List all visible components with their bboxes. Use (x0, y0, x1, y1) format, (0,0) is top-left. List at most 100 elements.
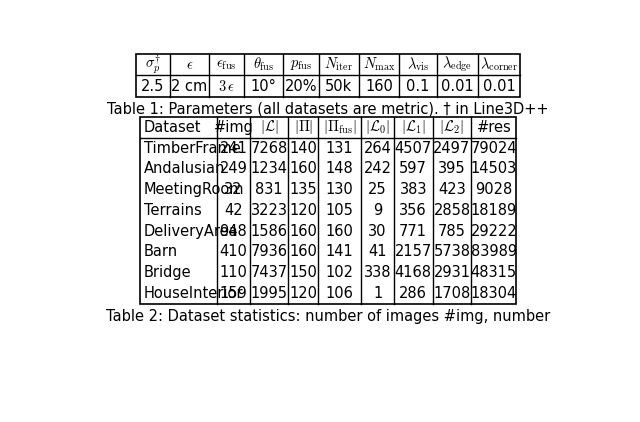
Text: 160: 160 (289, 224, 317, 239)
Text: $3\,\epsilon$: $3\,\epsilon$ (218, 78, 235, 94)
Text: $N_{\mathrm{iter}}$: $N_{\mathrm{iter}}$ (324, 56, 353, 73)
Text: $p_{\mathrm{fus}}$: $p_{\mathrm{fus}}$ (290, 57, 312, 72)
Text: 4507: 4507 (395, 141, 432, 156)
Text: 120: 120 (289, 286, 317, 301)
Text: 286: 286 (399, 286, 427, 301)
Text: 160: 160 (289, 244, 317, 260)
Text: HouseInterior: HouseInterior (143, 286, 243, 301)
Text: 1234: 1234 (251, 161, 287, 176)
Text: $|\mathcal{L}_1|$: $|\mathcal{L}_1|$ (401, 118, 426, 136)
Text: 0.1: 0.1 (406, 78, 429, 94)
Text: 241: 241 (220, 141, 248, 156)
Text: $N_{\mathrm{max}}$: $N_{\mathrm{max}}$ (363, 56, 396, 73)
Text: 423: 423 (438, 182, 466, 197)
Text: 10°: 10° (251, 78, 276, 94)
Text: 1586: 1586 (251, 224, 287, 239)
Text: $|\Pi_{\mathrm{fus}}|$: $|\Pi_{\mathrm{fus}}|$ (323, 118, 356, 136)
Text: 135: 135 (289, 182, 317, 197)
Text: 41: 41 (369, 244, 387, 260)
Text: Bridge: Bridge (143, 265, 191, 280)
Text: 383: 383 (399, 182, 427, 197)
Text: $\lambda_{\mathrm{edge}}$: $\lambda_{\mathrm{edge}}$ (442, 55, 472, 74)
Text: 120: 120 (289, 203, 317, 218)
Text: 30: 30 (369, 224, 387, 239)
Text: 106: 106 (326, 286, 353, 301)
Text: 1708: 1708 (433, 286, 470, 301)
Text: 9028: 9028 (476, 182, 513, 197)
Text: $|\mathcal{L}|$: $|\mathcal{L}|$ (260, 118, 278, 136)
Text: 2497: 2497 (433, 141, 470, 156)
Text: 2931: 2931 (433, 265, 470, 280)
Text: 160: 160 (326, 224, 353, 239)
Text: 338: 338 (364, 265, 391, 280)
Text: 2858: 2858 (433, 203, 470, 218)
Text: 7268: 7268 (250, 141, 288, 156)
Text: 0.01: 0.01 (483, 78, 516, 94)
Text: 2 cm: 2 cm (171, 78, 207, 94)
Text: 148: 148 (326, 161, 353, 176)
Text: 597: 597 (399, 161, 427, 176)
Text: 948: 948 (220, 224, 247, 239)
Text: 48315: 48315 (471, 265, 517, 280)
Text: 102: 102 (326, 265, 354, 280)
Text: 83989: 83989 (471, 244, 517, 260)
Text: 0.01: 0.01 (441, 78, 474, 94)
Text: Andalusian: Andalusian (143, 161, 225, 176)
Text: 5738: 5738 (433, 244, 470, 260)
Text: 4168: 4168 (395, 265, 432, 280)
Text: 771: 771 (399, 224, 428, 239)
Text: 831: 831 (255, 182, 283, 197)
Bar (136, 54, 520, 97)
Text: $\sigma_p^{\dagger}$: $\sigma_p^{\dagger}$ (145, 54, 161, 76)
Text: 140: 140 (289, 141, 317, 156)
Text: Table 2: Dataset statistics: number of images #img, number: Table 2: Dataset statistics: number of i… (106, 308, 550, 324)
Bar (140, 117, 516, 304)
Text: $|\mathcal{L}_0|$: $|\mathcal{L}_0|$ (365, 118, 390, 136)
Text: #res: #res (476, 120, 511, 135)
Text: MeetingRoom: MeetingRoom (143, 182, 244, 197)
Text: $\lambda_{\mathrm{corner}}$: $\lambda_{\mathrm{corner}}$ (480, 56, 518, 73)
Text: 3223: 3223 (251, 203, 287, 218)
Text: 410: 410 (220, 244, 248, 260)
Text: 150: 150 (289, 265, 317, 280)
Text: 785: 785 (438, 224, 466, 239)
Text: $\theta_{\mathrm{fus}}$: $\theta_{\mathrm{fus}}$ (253, 56, 275, 73)
Text: $|\Pi|$: $|\Pi|$ (294, 118, 313, 136)
Text: 130: 130 (326, 182, 353, 197)
Text: 1995: 1995 (251, 286, 287, 301)
Text: 50k: 50k (325, 78, 353, 94)
Text: DeliveryArea: DeliveryArea (143, 224, 238, 239)
Text: 110: 110 (220, 265, 248, 280)
Text: 159: 159 (220, 286, 247, 301)
Text: 395: 395 (438, 161, 466, 176)
Text: 141: 141 (326, 244, 353, 260)
Text: 2157: 2157 (395, 244, 432, 260)
Text: 42: 42 (224, 203, 243, 218)
Text: 356: 356 (399, 203, 427, 218)
Text: Table 1: Parameters (all datasets are metric). † in Line3D++: Table 1: Parameters (all datasets are me… (108, 101, 548, 116)
Text: 7437: 7437 (250, 265, 287, 280)
Text: 7936: 7936 (251, 244, 287, 260)
Text: $\lambda_{\mathrm{vis}}$: $\lambda_{\mathrm{vis}}$ (406, 56, 429, 73)
Text: 18189: 18189 (471, 203, 517, 218)
Text: 249: 249 (220, 161, 248, 176)
Text: 20%: 20% (285, 78, 317, 94)
Text: 242: 242 (364, 161, 392, 176)
Text: 32: 32 (224, 182, 243, 197)
Text: Dataset: Dataset (143, 120, 201, 135)
Text: Terrains: Terrains (143, 203, 202, 218)
Text: $\epsilon_{\mathrm{fus}}$: $\epsilon_{\mathrm{fus}}$ (216, 57, 237, 72)
Text: 9: 9 (373, 203, 382, 218)
Text: 14503: 14503 (471, 161, 517, 176)
Text: 25: 25 (368, 182, 387, 197)
Text: 2.5: 2.5 (141, 78, 164, 94)
Text: 105: 105 (326, 203, 353, 218)
Text: 131: 131 (326, 141, 353, 156)
Text: 1: 1 (373, 286, 382, 301)
Text: 29222: 29222 (470, 224, 517, 239)
Text: 18304: 18304 (471, 286, 517, 301)
Text: 79024: 79024 (470, 141, 517, 156)
Text: $|\mathcal{L}_2|$: $|\mathcal{L}_2|$ (440, 118, 465, 136)
Text: 160: 160 (289, 161, 317, 176)
Text: 264: 264 (364, 141, 392, 156)
